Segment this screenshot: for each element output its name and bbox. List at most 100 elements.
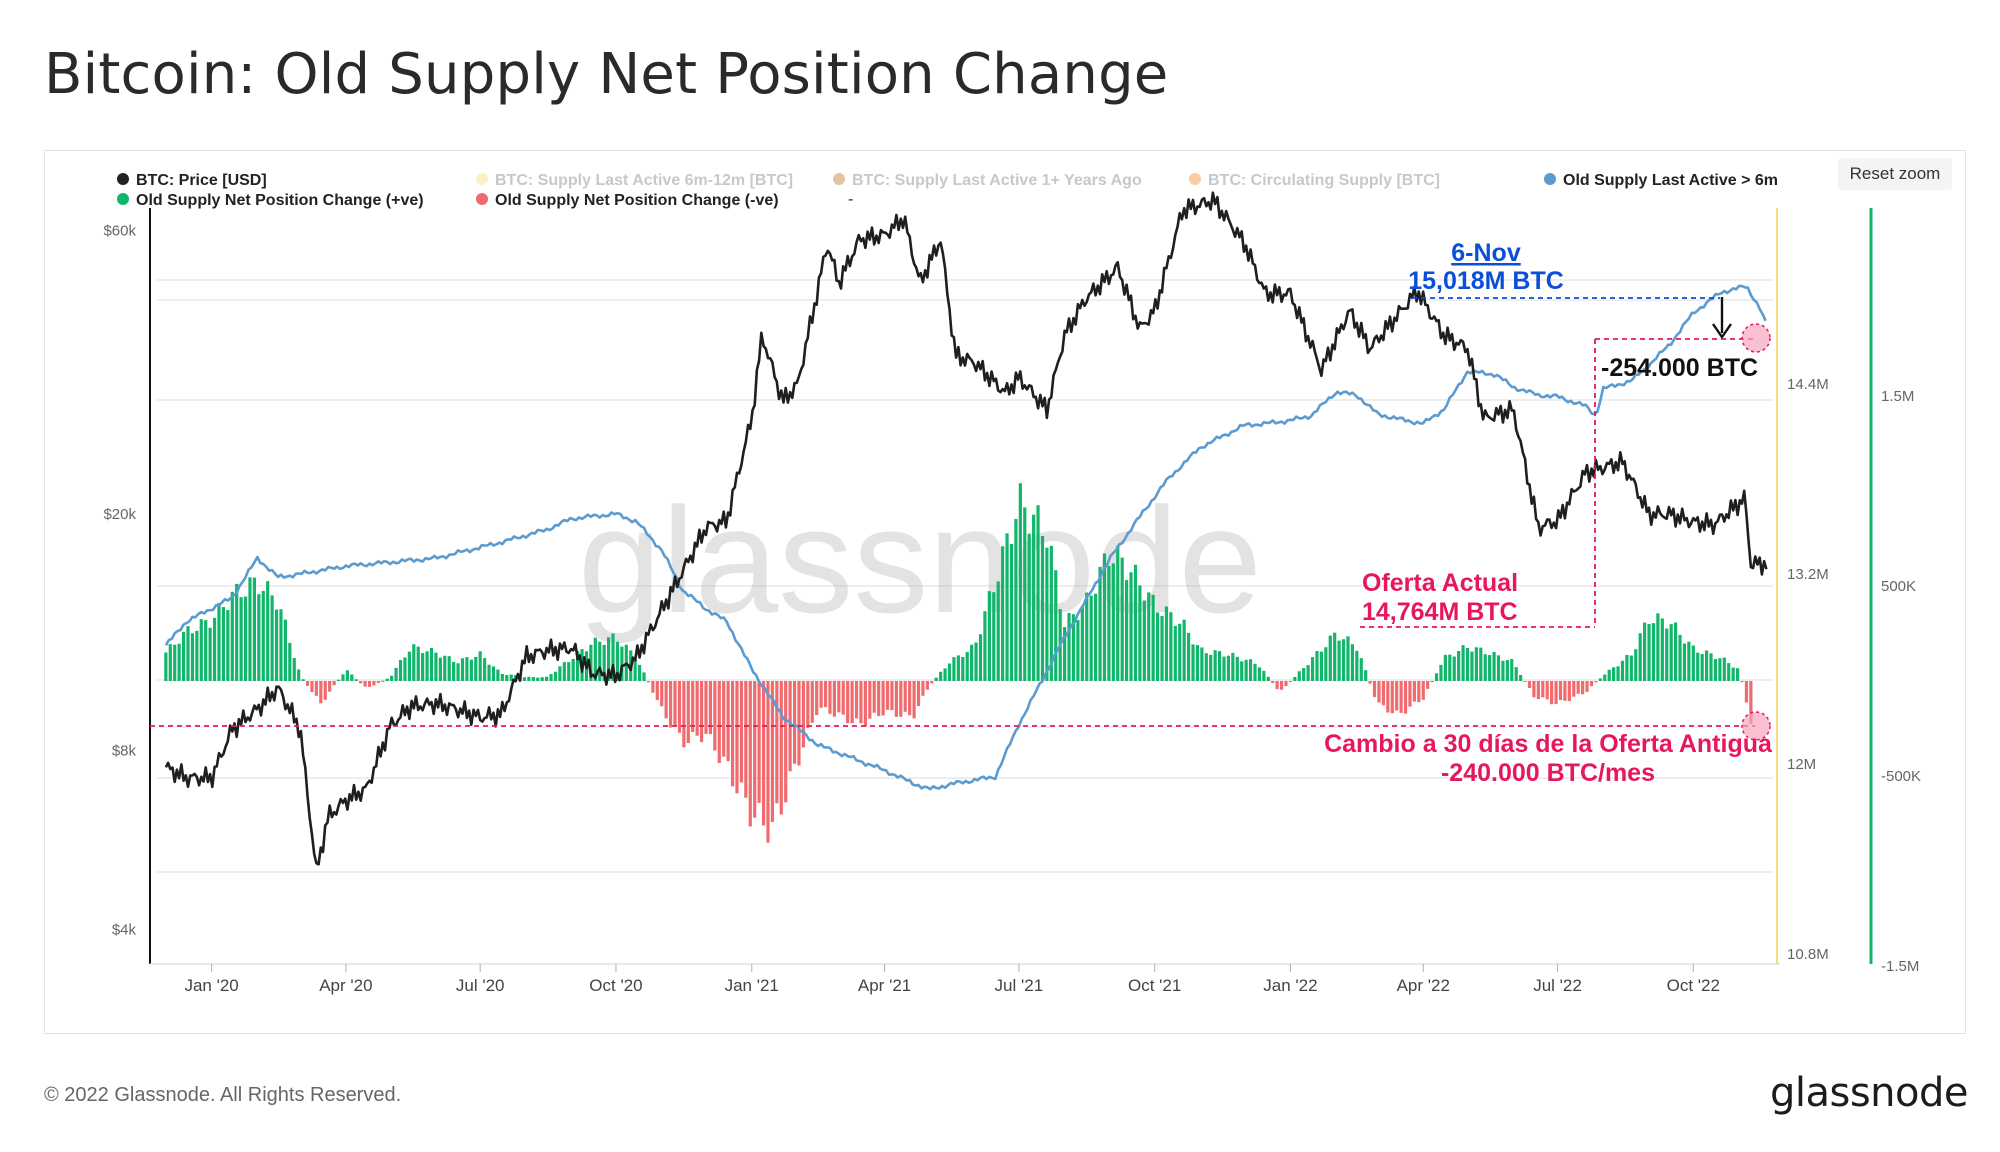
net-position-bar — [261, 590, 265, 681]
net-position-bar — [1612, 667, 1616, 681]
net-position-bar — [221, 607, 226, 681]
net-position-bar — [1186, 632, 1191, 681]
net-position-bar — [567, 662, 571, 681]
net-position-bar — [735, 681, 739, 794]
net-position-bar — [637, 664, 642, 681]
legend: BTC: Price [USD] BTC: Supply Last Active … — [117, 172, 1778, 209]
net-position-bar — [1603, 674, 1607, 681]
net-position-bar — [425, 651, 429, 681]
net-position-bar — [894, 681, 898, 717]
net-position-bar — [651, 681, 655, 693]
net-position-bar — [699, 681, 704, 743]
net-position-bar — [753, 681, 757, 818]
net-position-bar — [341, 674, 345, 681]
net-position-bar — [1594, 681, 1598, 683]
net-position-bar — [1536, 681, 1540, 700]
net-position-bar — [1364, 670, 1368, 681]
legend-marker — [833, 173, 845, 185]
net-position-bar — [1151, 594, 1155, 681]
net-position-bar — [1629, 655, 1633, 681]
x-tick-label: Oct '20 — [589, 976, 642, 995]
net-position-bar — [390, 675, 394, 681]
net-position-bar — [1089, 595, 1093, 681]
net-position-bar — [646, 681, 651, 683]
legend-item-label: Old Supply Last Active > 6m — [1563, 172, 1778, 189]
net-position-bar — [961, 657, 965, 681]
net-position-bar — [1439, 664, 1443, 681]
net-position-bar — [939, 671, 943, 681]
net-position-bar — [522, 677, 527, 681]
net-position-bar — [323, 681, 327, 700]
net-position-bar — [1014, 518, 1018, 681]
net-position-bar — [739, 681, 744, 783]
change-marker — [1741, 711, 1771, 741]
net-position-bar — [664, 681, 668, 719]
net-position-bar — [611, 633, 615, 681]
net-position-bar — [1279, 681, 1284, 690]
y-tick-change: 500K — [1881, 578, 1916, 595]
net-position-bar — [1461, 645, 1465, 681]
btc-price-line — [164, 191, 1768, 866]
y-tick-change: -500K — [1881, 768, 1921, 785]
net-position-bar — [398, 660, 403, 681]
net-position-bar — [744, 681, 748, 798]
net-position-bar — [956, 655, 960, 681]
net-position-bar — [199, 619, 203, 681]
net-position-bar — [429, 647, 434, 681]
net-position-bar — [456, 663, 460, 681]
net-position-bar — [730, 681, 735, 787]
net-position-bar — [1479, 647, 1483, 681]
net-position-bar — [1474, 647, 1478, 681]
net-position-bar — [1488, 655, 1492, 681]
net-position-bar — [748, 681, 752, 827]
net-position-bar — [1700, 654, 1704, 681]
net-position-bar — [243, 596, 248, 681]
y-tick-supply: 10.8M — [1787, 946, 1829, 963]
net-position-bar — [301, 679, 305, 681]
legend-marker — [476, 173, 488, 185]
net-position-bar — [239, 597, 243, 681]
net-position-bar — [872, 681, 876, 713]
current-value: 14,764M BTC — [1362, 598, 1518, 626]
net-position-bar — [394, 667, 398, 681]
net-position-bar — [1673, 622, 1678, 681]
net-position-bar — [1248, 659, 1253, 681]
reset-zoom-button[interactable]: Reset zoom — [1838, 158, 1952, 190]
legend-item-label: BTC: Supply Last Active 1+ Years Ago — [852, 172, 1142, 189]
net-position-bar — [885, 681, 890, 710]
net-position-bar — [1390, 681, 1394, 714]
net-position-bar — [558, 666, 562, 681]
net-position-bar — [925, 681, 929, 690]
net-position-bar — [412, 644, 416, 681]
net-position-bar — [620, 646, 624, 681]
net-position-bar — [332, 681, 336, 686]
net-position-bar — [381, 680, 385, 682]
net-position-bar — [589, 644, 593, 681]
net-position-bar — [770, 681, 775, 822]
net-position-bar — [1009, 543, 1014, 681]
net-position-bar — [1523, 681, 1527, 682]
net-position-bar — [1417, 681, 1421, 703]
current-title: Oferta Actual — [1362, 569, 1518, 597]
net-position-bar — [270, 595, 274, 681]
x-tick-label: Oct '21 — [1128, 976, 1181, 995]
net-position-bar — [1275, 681, 1279, 690]
net-position-bar — [314, 681, 318, 696]
net-position-bar — [1222, 656, 1226, 681]
net-position-bar — [531, 677, 535, 681]
net-position-bar — [1271, 681, 1275, 684]
net-position-bar — [1076, 620, 1080, 681]
net-position-bar — [1226, 655, 1231, 681]
net-position-bar — [1297, 671, 1301, 681]
net-position-bar — [1443, 654, 1447, 681]
net-position-bar — [452, 661, 456, 681]
net-position-bar — [1576, 681, 1580, 694]
x-tick-label: Apr '21 — [858, 976, 911, 995]
legend-item-label: BTC: Circulating Supply [BTC] — [1208, 172, 1440, 189]
net-position-bar — [1678, 634, 1682, 681]
net-position-bar — [186, 626, 190, 681]
net-position-bar — [655, 681, 659, 700]
page-title: Bitcoin: Old Supply Net Position Change — [44, 42, 1169, 107]
footer-copyright: © 2022 Glassnode. All Rights Reserved. — [44, 1084, 402, 1106]
net-position-bar — [815, 681, 819, 716]
